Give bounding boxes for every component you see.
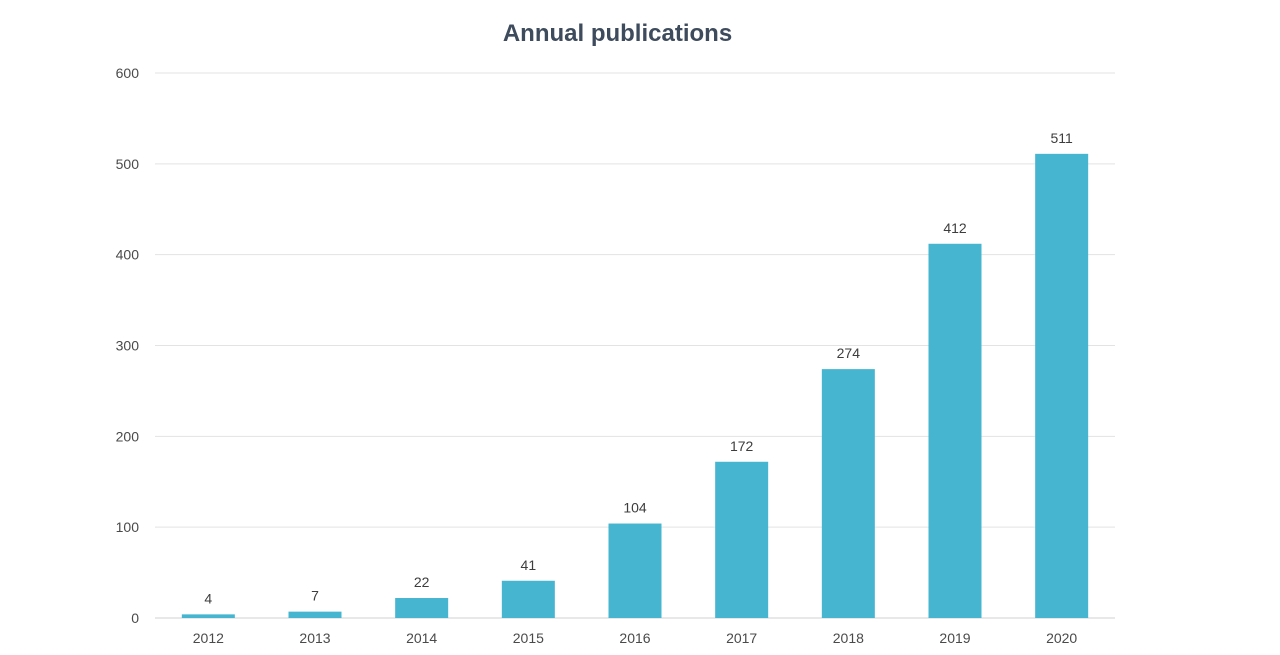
x-tick-label: 2015 [513,630,544,646]
bar [288,611,342,618]
bar [395,598,449,618]
x-tick-label: 2019 [939,630,970,646]
bar [715,461,769,618]
bar [1035,153,1089,618]
bars [181,153,1089,618]
data-label: 7 [311,588,319,604]
bar [821,369,875,618]
y-tick-label: 200 [116,428,140,444]
y-tick-label: 0 [131,610,139,626]
bar [608,523,662,618]
x-tick-label: 2018 [833,630,864,646]
x-tick-label: 2017 [726,630,757,646]
data-label: 41 [521,557,537,573]
x-axis-tick-labels: 2012 2013 2014 2015 2016 2017 2018 2019 2020 [193,630,1078,646]
x-tick-label: 2012 [193,630,224,646]
bar [501,580,555,618]
y-tick-label: 100 [116,519,140,535]
data-label: 274 [837,345,861,361]
data-label: 4 [204,590,212,606]
data-label: 172 [730,438,754,454]
y-tick-label: 400 [116,247,140,263]
x-tick-label: 2016 [619,630,650,646]
y-tick-label: 300 [116,338,140,354]
bar [928,243,982,618]
x-tick-label: 2013 [299,630,330,646]
data-label: 22 [414,574,430,590]
data-label: 104 [623,500,647,516]
data-label: 412 [943,220,967,236]
bar [181,614,235,618]
y-tick-label: 500 [116,156,140,172]
x-tick-label: 2014 [406,630,437,646]
x-tick-label: 2020 [1046,630,1077,646]
data-label: 511 [1051,130,1074,146]
data-labels: 4 7 22 41 104 172 274 412 511 [204,130,1073,607]
y-tick-label: 600 [116,65,140,81]
y-axis-tick-labels: 0 100 200 300 400 500 600 [116,65,140,626]
chart-title: Annual publications [502,20,733,47]
